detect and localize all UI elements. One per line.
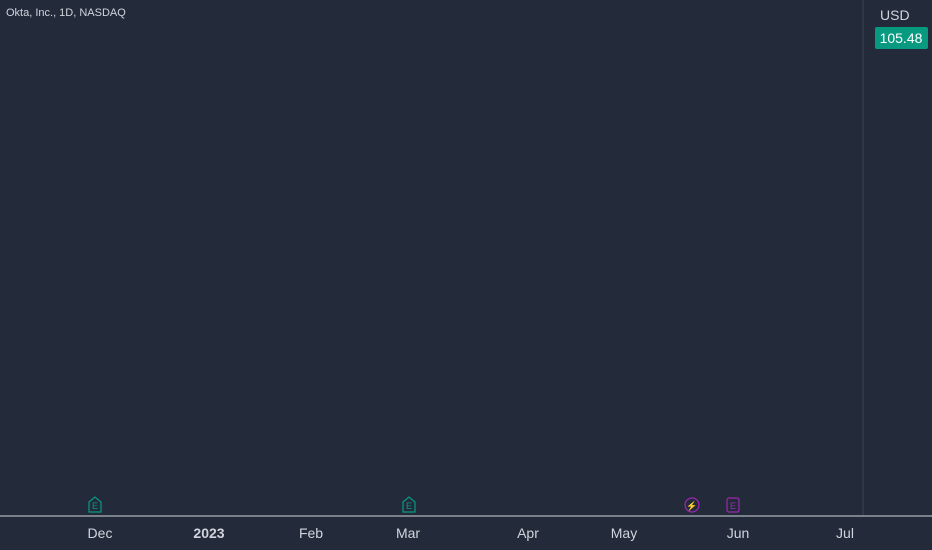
time-tick-label: Jun xyxy=(727,525,750,541)
event-label: E xyxy=(92,501,98,511)
time-tick-label: Feb xyxy=(299,525,323,541)
time-tick-label: May xyxy=(611,525,637,541)
price-badge-label: 105.48 xyxy=(880,30,923,46)
event-markers: E E ⚡ E xyxy=(88,496,740,513)
price-badges: 105.4888.0881.19 xyxy=(875,27,928,49)
time-tick-label: 2023 xyxy=(193,525,224,541)
event-label: ⚡ xyxy=(686,500,697,512)
time-tick-label: Jul xyxy=(836,525,854,541)
time-tick-label: Apr xyxy=(517,525,539,541)
time-tick-label: Dec xyxy=(88,525,113,541)
dividend-event-icon[interactable] xyxy=(684,497,700,513)
event-square-icon[interactable] xyxy=(726,497,740,513)
event-label: E xyxy=(730,501,736,511)
symbol-title: Okta, Inc., 1D, NASDAQ xyxy=(6,7,126,19)
earnings-event-icon[interactable] xyxy=(88,496,102,513)
price-badge-target xyxy=(875,27,928,49)
time-tick-label: Mar xyxy=(396,525,420,541)
earnings-event-icon[interactable] xyxy=(402,496,416,513)
event-label: E xyxy=(406,501,412,511)
currency-label: USD xyxy=(880,7,910,23)
time-axis[interactable]: Dec 2023 Feb Mar Apr May Jun Jul xyxy=(88,525,854,541)
